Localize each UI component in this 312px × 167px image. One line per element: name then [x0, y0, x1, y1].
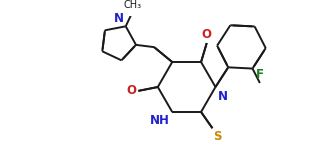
Text: N: N [218, 90, 228, 103]
Text: F: F [256, 68, 264, 81]
Text: S: S [213, 130, 222, 143]
Text: O: O [127, 84, 137, 97]
Text: O: O [202, 28, 212, 41]
Text: N: N [114, 12, 124, 25]
Text: NH: NH [150, 114, 169, 127]
Text: CH₃: CH₃ [124, 0, 142, 10]
